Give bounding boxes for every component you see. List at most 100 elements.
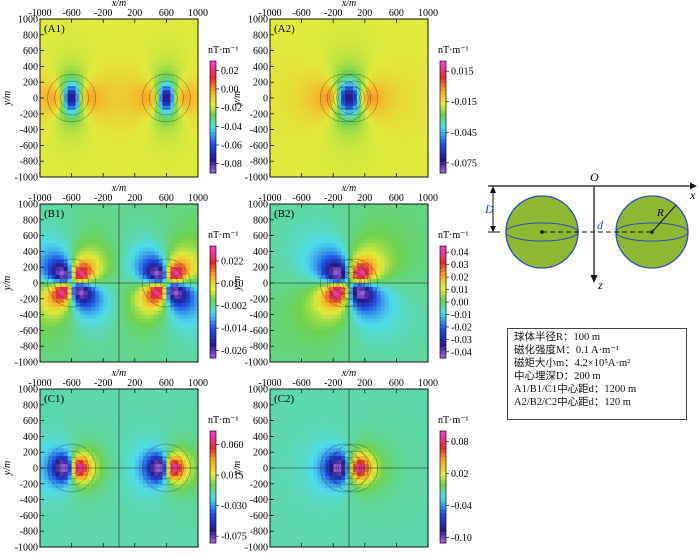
heatmap-cell xyxy=(154,165,159,170)
heatmap-cell xyxy=(134,58,140,63)
heatmap-cell xyxy=(154,231,159,236)
heatmap-cell xyxy=(115,117,120,123)
heatmap-cell xyxy=(67,204,72,209)
heatmap-cell xyxy=(158,109,163,115)
heatmap-cell xyxy=(111,165,116,170)
heatmap-cell xyxy=(150,46,155,51)
heatmap-cell xyxy=(333,129,338,134)
heatmap-cell xyxy=(154,153,159,158)
heatmap-cell xyxy=(364,90,370,95)
heatmap-cell xyxy=(186,223,191,229)
heatmap-cell xyxy=(301,137,306,142)
heatmap-cell xyxy=(281,19,287,24)
heatmap-cell xyxy=(270,74,275,79)
heatmap-cell xyxy=(40,243,45,248)
heatmap-cell xyxy=(400,94,405,99)
heatmap-cell xyxy=(150,117,155,123)
heatmap-cell xyxy=(273,141,279,146)
heatmap-cell xyxy=(67,74,72,79)
heatmap-cell xyxy=(130,19,136,24)
heatmap-cell xyxy=(349,22,354,28)
heatmap-cell xyxy=(158,90,163,95)
heatmap-cell xyxy=(166,342,171,347)
heatmap-cell xyxy=(59,231,65,236)
heatmap-cell xyxy=(99,74,104,79)
heatmap-cell xyxy=(396,109,401,115)
heatmap-cell xyxy=(119,145,124,150)
heatmap-cell xyxy=(146,322,151,327)
heatmap-cell xyxy=(63,30,69,36)
heatmap-cell xyxy=(138,157,144,162)
heatmap-cell xyxy=(341,58,346,63)
heatmap-cell xyxy=(356,82,362,87)
heatmap-cell xyxy=(71,125,76,130)
heatmap-cell xyxy=(71,346,76,351)
heatmap-cell xyxy=(59,286,65,292)
heatmap-cell xyxy=(174,263,179,268)
heatmap-cell xyxy=(40,239,45,244)
heatmap-cell xyxy=(162,231,167,236)
heatmap-cell xyxy=(40,286,45,292)
heatmap-cell xyxy=(122,141,128,146)
heatmap-cell xyxy=(134,204,140,209)
heatmap-cell xyxy=(95,290,100,296)
heatmap-cell xyxy=(337,70,342,75)
heatmap-cell xyxy=(115,82,120,87)
y-tick-label: 400 xyxy=(253,62,268,73)
heatmap-cell xyxy=(75,306,80,312)
heatmap-cell xyxy=(111,286,116,292)
heatmap-cell xyxy=(341,117,346,123)
heatmap-cell xyxy=(408,129,413,134)
heatmap-cell xyxy=(103,251,108,256)
heatmap-cell xyxy=(170,82,175,87)
heatmap-cell xyxy=(75,354,80,359)
heatmap-cell xyxy=(281,169,287,174)
heatmap-cell xyxy=(122,211,128,217)
heatmap-cell xyxy=(194,263,199,268)
heatmap-cell xyxy=(317,161,322,166)
heatmap-cell xyxy=(345,113,350,119)
heatmap-cell xyxy=(138,215,144,221)
heatmap-cell xyxy=(51,231,57,236)
heatmap-cell xyxy=(273,30,279,36)
heatmap-cell xyxy=(95,26,100,32)
heatmap-cell xyxy=(138,275,144,280)
heatmap-cell xyxy=(154,34,159,40)
heatmap-cell xyxy=(63,78,69,83)
heatmap-cell xyxy=(270,34,275,40)
heatmap-cell xyxy=(368,117,374,123)
heatmap-cell xyxy=(166,207,171,213)
heatmap-cell xyxy=(380,54,385,59)
heatmap-cell xyxy=(47,306,53,312)
heatmap-cell xyxy=(360,137,366,142)
heatmap-cell xyxy=(103,358,108,363)
heatmap-cell xyxy=(71,26,76,32)
heatmap-cell xyxy=(170,290,175,296)
heatmap-cell xyxy=(40,294,45,300)
heatmap-cell xyxy=(356,90,362,95)
heatmap-cell xyxy=(40,350,45,355)
heatmap-cell xyxy=(404,98,409,103)
heatmap-cell xyxy=(142,227,148,233)
heatmap-cell xyxy=(107,141,112,146)
heatmap-cell xyxy=(420,161,425,166)
heatmap-cell xyxy=(119,354,124,359)
heatmap-cell xyxy=(194,247,199,252)
heatmap-cell xyxy=(55,54,61,59)
heatmap-cell xyxy=(59,322,65,327)
heatmap-cell xyxy=(376,105,381,111)
heatmap-cell xyxy=(349,165,354,170)
heatmap-cell xyxy=(87,133,92,138)
heatmap-cell xyxy=(388,30,393,36)
heatmap-cell xyxy=(376,46,381,51)
heatmap-cell xyxy=(356,50,362,55)
heatmap-cell xyxy=(59,211,65,217)
heatmap-cell xyxy=(142,279,148,284)
heatmap-cell xyxy=(281,113,287,119)
heatmap-cell xyxy=(174,113,179,119)
heatmap-cell xyxy=(71,207,76,213)
heatmap-cell xyxy=(368,109,374,115)
heatmap-cell xyxy=(412,117,417,123)
heatmap-cell xyxy=(59,70,65,75)
heatmap-cell xyxy=(99,306,104,312)
